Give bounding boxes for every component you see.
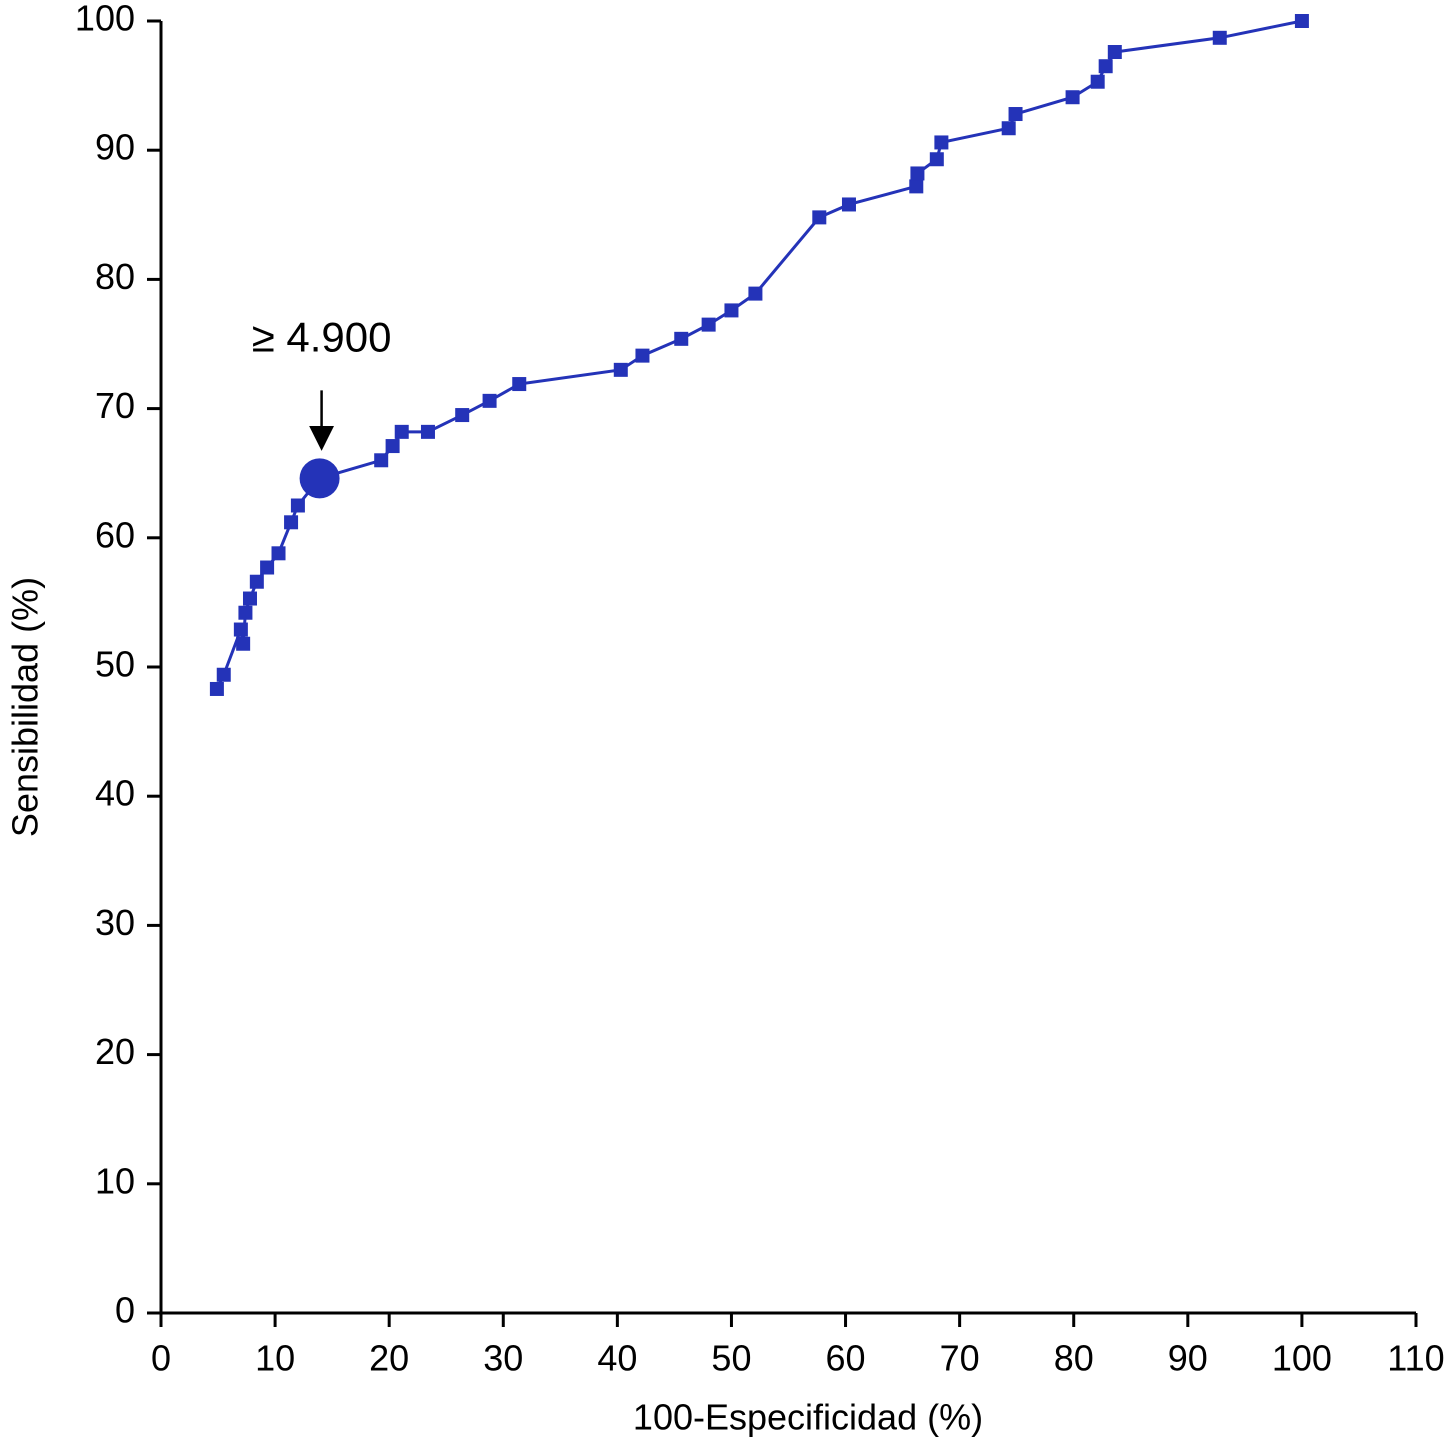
y-axis-label: Sensibilidad (%) [5, 577, 46, 837]
point [1001, 121, 1016, 136]
point [455, 408, 470, 423]
x-tick-label: 70 [940, 1338, 980, 1379]
point [290, 498, 305, 513]
x-tick-label: 100 [1272, 1338, 1332, 1379]
point [929, 152, 944, 167]
point [613, 362, 628, 377]
x-tick-label: 20 [369, 1338, 409, 1379]
point [674, 331, 689, 346]
point [701, 317, 716, 332]
y-tick-label: 100 [75, 0, 135, 39]
point [748, 286, 763, 301]
x-tick-label: 0 [151, 1338, 171, 1379]
point [249, 574, 264, 589]
point [284, 515, 299, 530]
x-tick-label: 10 [255, 1338, 295, 1379]
point [242, 591, 257, 606]
x-tick-label: 40 [597, 1338, 637, 1379]
point [216, 667, 231, 682]
point [934, 135, 949, 150]
point [1294, 14, 1309, 28]
point [260, 560, 275, 575]
point [420, 424, 435, 439]
point [236, 636, 251, 651]
x-tick-label: 90 [1168, 1338, 1208, 1379]
point [635, 348, 650, 363]
x-axis-label: 100-Especificidad (%) [633, 1397, 983, 1438]
highlight-point [299, 458, 340, 499]
point [812, 210, 827, 225]
point [482, 393, 497, 408]
point [233, 622, 248, 637]
point [1107, 45, 1122, 60]
y-tick-label: 10 [95, 1160, 135, 1201]
y-tick-label: 30 [95, 902, 135, 943]
point [385, 439, 400, 454]
y-tick-label: 80 [95, 256, 135, 297]
point [841, 197, 856, 212]
point [1065, 90, 1080, 105]
point [910, 166, 925, 181]
y-tick-label: 20 [95, 1031, 135, 1072]
point [1212, 30, 1227, 45]
point [724, 303, 739, 318]
point [512, 377, 527, 392]
point [238, 605, 253, 620]
y-tick-label: 50 [95, 644, 135, 685]
x-tick-label: 110 [1387, 1338, 1444, 1379]
point [1098, 59, 1113, 74]
point [209, 681, 224, 696]
y-tick-label: 90 [95, 127, 135, 168]
x-tick-label: 80 [1054, 1338, 1094, 1379]
point [374, 453, 389, 468]
x-tick-label: 50 [711, 1338, 751, 1379]
point [1090, 74, 1105, 89]
point [909, 179, 924, 194]
x-tick-label: 60 [826, 1338, 866, 1379]
annotation: ≥ 4.900 [252, 313, 392, 360]
y-tick-label: 40 [95, 773, 135, 814]
point [394, 424, 409, 439]
point [1008, 107, 1023, 122]
x-tick-label: 30 [483, 1338, 523, 1379]
y-tick-label: 60 [95, 514, 135, 555]
point [271, 546, 286, 561]
y-tick-label: 0 [115, 1290, 135, 1331]
y-tick-label: 70 [95, 385, 135, 426]
